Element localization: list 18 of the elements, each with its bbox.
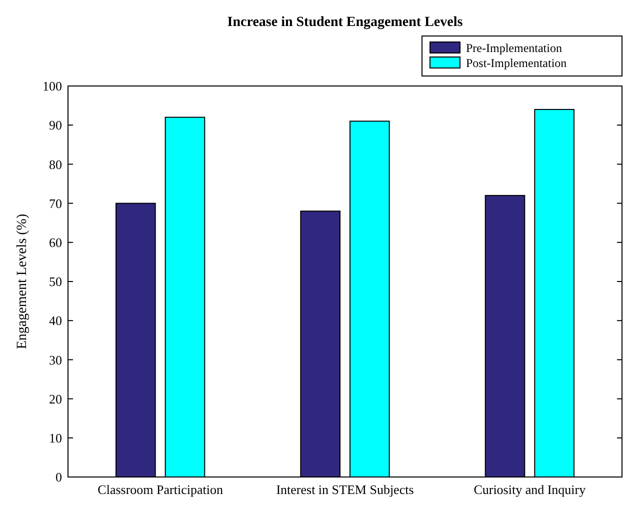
y-tick-label: 70 (49, 196, 62, 211)
chart-title: Increase in Student Engagement Levels (227, 15, 464, 30)
y-tick-label: 30 (49, 352, 62, 368)
y-tick-label: 50 (49, 274, 62, 290)
y-axis-title: Engagement Levels (%) (15, 214, 30, 350)
y-tick-label: 40 (49, 313, 62, 328)
x-tick-label: Interest in STEM Subjects (276, 482, 414, 497)
legend-label: Pre-Implementation (466, 41, 562, 56)
x-tick-label: Classroom Participation (98, 482, 224, 497)
legend-label: Post-Implementation (466, 56, 567, 70)
y-tick-label: 0 (56, 470, 62, 485)
x-tick-label: Curiosity and Inquiry (474, 482, 586, 497)
y-tick-label: 20 (49, 391, 62, 406)
y-tick-label: 100 (42, 78, 62, 94)
y-tick-label: 90 (49, 118, 62, 133)
y-tick-label: 10 (49, 430, 62, 446)
y-tick-label: 80 (49, 156, 62, 172)
y-tick-label: 60 (49, 234, 62, 250)
